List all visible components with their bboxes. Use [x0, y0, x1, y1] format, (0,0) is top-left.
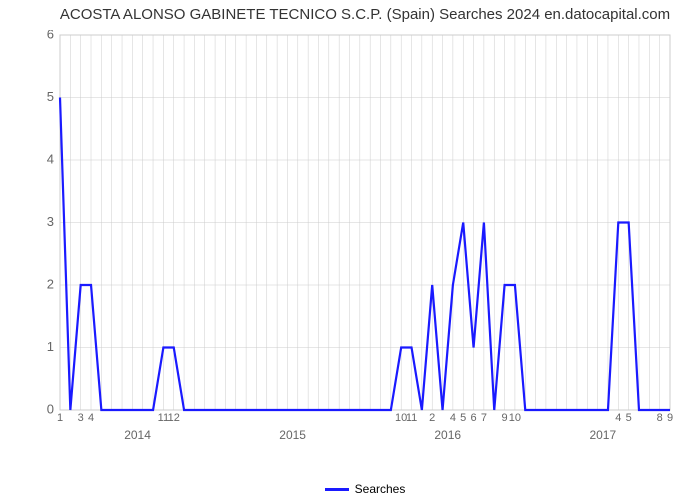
svg-text:10: 10	[509, 412, 521, 424]
svg-text:1: 1	[57, 412, 63, 424]
svg-text:11: 11	[406, 412, 417, 424]
legend: Searches	[50, 480, 680, 497]
legend-item: Searches	[325, 482, 406, 496]
svg-text:9: 9	[502, 412, 508, 424]
svg-text:4: 4	[88, 412, 94, 424]
svg-text:8: 8	[657, 412, 663, 424]
svg-text:2014: 2014	[124, 428, 151, 442]
svg-text:2: 2	[429, 412, 435, 424]
svg-text:2: 2	[47, 276, 54, 291]
svg-text:4: 4	[450, 412, 456, 424]
svg-text:4: 4	[615, 412, 621, 424]
svg-text:0: 0	[47, 401, 54, 416]
svg-text:6: 6	[47, 30, 54, 41]
svg-text:3: 3	[78, 412, 84, 424]
svg-text:7: 7	[481, 412, 487, 424]
svg-text:4: 4	[47, 151, 54, 166]
svg-text:1: 1	[47, 339, 54, 354]
svg-text:5: 5	[626, 412, 632, 424]
svg-text:2016: 2016	[434, 428, 461, 442]
svg-text:2017: 2017	[589, 428, 616, 442]
svg-text:9: 9	[667, 412, 673, 424]
svg-text:6: 6	[470, 412, 476, 424]
chart-svg: 0123456134111210112456791045892014201520…	[40, 30, 680, 450]
svg-text:2015: 2015	[279, 428, 306, 442]
svg-text:5: 5	[460, 412, 466, 424]
svg-text:3: 3	[47, 214, 54, 229]
legend-swatch	[325, 488, 349, 491]
chart-title: ACOSTA ALONSO GABINETE TECNICO S.C.P. (S…	[50, 6, 680, 23]
legend-label: Searches	[355, 482, 406, 496]
svg-text:12: 12	[168, 412, 180, 424]
svg-text:5: 5	[47, 89, 54, 104]
chart-container: ACOSTA ALONSO GABINETE TECNICO S.C.P. (S…	[0, 0, 700, 500]
plot-area: 0123456134111210112456791045892014201520…	[40, 30, 680, 450]
